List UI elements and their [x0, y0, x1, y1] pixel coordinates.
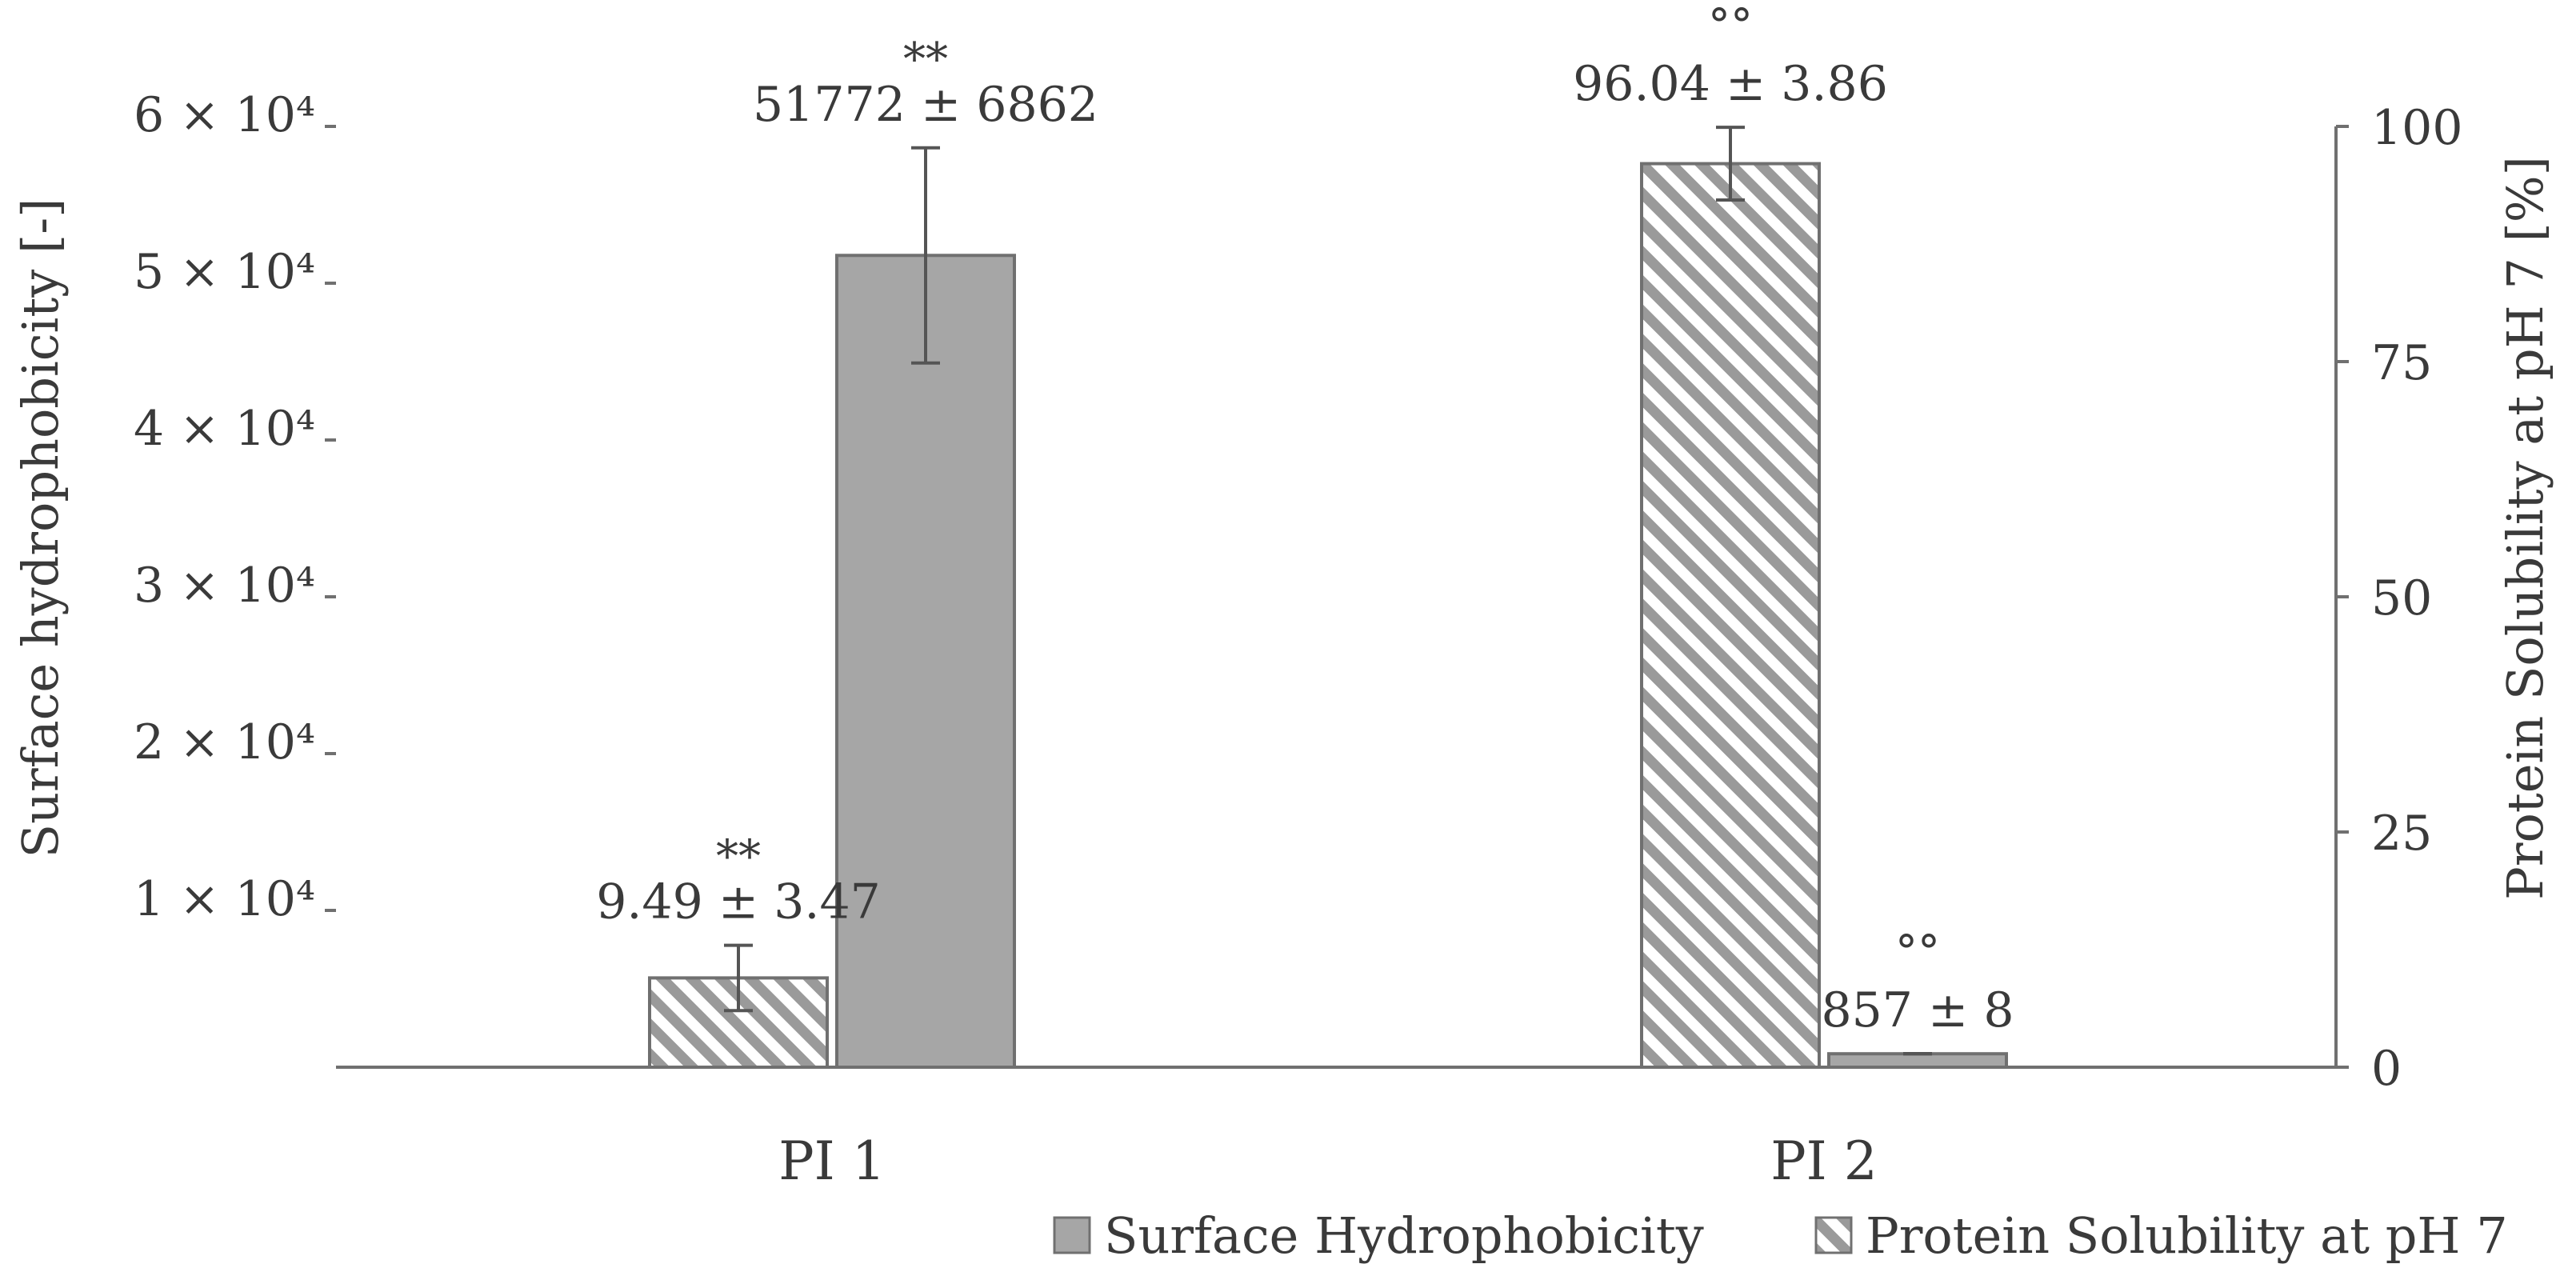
bar-labels: 9.49 ± 3.47**51772 ± 6862** 96.04 ± 3.86°…: [596, 0, 2014, 1038]
legend: Surface Hydrophobicity Protein Solubilit…: [1053, 1206, 2508, 1265]
y-tick-label-left: 2 × 10⁴: [134, 714, 315, 770]
data-label: 857 ± 8: [1821, 982, 2014, 1038]
right-axis-ticks: 0 25 50 75 100: [2336, 100, 2463, 1097]
y-tick-label-right: 25: [2371, 806, 2432, 862]
category-labels: PI 1 PI 2: [778, 1130, 1877, 1192]
y-tick-label-right: 100: [2371, 100, 2463, 156]
y-axis-title-left: Surface hydrophobicity [-]: [11, 198, 70, 858]
y-tick-label-left: 4 × 10⁴: [134, 401, 315, 457]
y-tick-label-right: 50: [2371, 570, 2432, 626]
y-tick-label-left: 5 × 10⁴: [134, 244, 315, 300]
left-axis-ticks: 1 × 10⁴ 2 × 10⁴ 3 × 10⁴ 4 × 10⁴ 5 × 10⁴ 6 × 1…: [134, 87, 336, 927]
bar-protein-solubility-at-ph-7-pi-1: [648, 976, 829, 1069]
data-label: 9.49 ± 3.47: [596, 874, 881, 930]
significance-marker: °°: [1708, 0, 1753, 52]
legend-label-surface-hydrophobicity: Surface Hydrophobicity: [1104, 1206, 1704, 1265]
x-tick-label: PI 1: [778, 1130, 885, 1192]
legend-label-protein-solubility: Protein Solubility at pH 7: [1866, 1206, 2508, 1265]
data-label: 51772 ± 6862: [753, 77, 1098, 133]
bar-surface-hydrophobicity-pi-1: [835, 254, 1016, 1069]
significance-marker: **: [716, 831, 761, 883]
legend-swatch-protein-solubility: [1814, 1216, 1853, 1254]
y-axis-title-right: Protein Solubility at pH 7 [%]: [2496, 156, 2554, 900]
y-tick-label-left: 6 × 10⁴: [134, 87, 315, 143]
bar-surface-hydrophobicity-pi-2: [1827, 1052, 2008, 1069]
data-label: 96.04 ± 3.86: [1573, 56, 1888, 112]
significance-marker: **: [903, 34, 948, 86]
y-tick-label-right: 0: [2371, 1041, 2402, 1097]
y-tick-label-left: 1 × 10⁴: [134, 871, 315, 927]
x-tick-label: PI 2: [1770, 1130, 1877, 1192]
legend-swatch-surface-hydrophobicity: [1053, 1216, 1091, 1254]
y-tick-label-right: 75: [2371, 335, 2432, 391]
bar-protein-solubility-at-ph-7-pi-2: [1640, 162, 1821, 1070]
y-tick-label-left: 3 × 10⁴: [134, 558, 315, 614]
bars: [648, 126, 2008, 1070]
significance-marker: °°: [1895, 926, 1940, 978]
